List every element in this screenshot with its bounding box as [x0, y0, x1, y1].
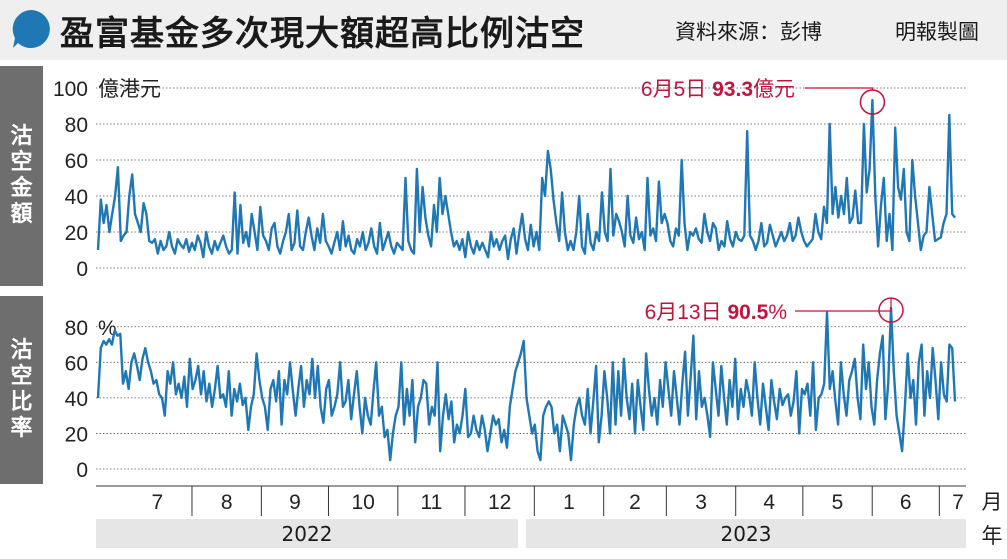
month-label: 12	[488, 491, 511, 514]
panel1-label: 沽空金額	[0, 124, 43, 228]
month-label: 2	[629, 491, 641, 514]
month-label: 3	[695, 491, 707, 514]
month-label: 10	[351, 491, 374, 514]
header-bar: 盈富基金多次現大額超高比例沽空 資料來源：彭博 明報製圖	[0, 0, 1007, 60]
annotation-date: 6月13日	[645, 301, 728, 324]
series-line	[96, 98, 956, 261]
panel2-sidebar: 沽空比率	[0, 296, 43, 484]
chart-title: 盈富基金多次現大額超高比例沽空	[60, 14, 585, 54]
month-label: 7	[151, 491, 163, 514]
y-tick-label: 100	[53, 78, 88, 101]
month-label: 6	[900, 491, 912, 514]
year-unit: 年	[982, 525, 1003, 548]
month-label: 5	[832, 491, 844, 514]
panel-label-char: 率	[10, 416, 33, 441]
annotation-leader	[795, 298, 892, 312]
year-band-2023: 2023	[526, 519, 966, 548]
month-label: 9	[289, 491, 301, 514]
month-label: 4	[763, 491, 775, 514]
month-label: 11	[420, 491, 442, 514]
annotation-label: 6月13日 90.5%	[645, 301, 787, 324]
month-label: 1	[563, 491, 575, 514]
y-tick-label: 20	[65, 423, 88, 446]
annotation-unit: 億元	[753, 78, 795, 101]
panel-label-char: 金	[10, 176, 33, 201]
annotation-value: 93.3	[712, 78, 753, 101]
y-tick-label: 80	[65, 317, 88, 340]
y-tick-label: 80	[65, 114, 88, 137]
annotation-leader	[805, 87, 874, 91]
annotation-unit: %	[768, 301, 787, 324]
year-label-2023: 2023	[720, 522, 772, 546]
annotation-label: 6月5日 93.3億元	[641, 78, 795, 101]
annotation-date: 6月5日	[641, 78, 712, 101]
month-unit: 月	[982, 491, 1003, 514]
panel2-label: 沽空比率	[0, 338, 43, 442]
y-tick-label: 0	[76, 258, 88, 281]
y-tick-label: 60	[65, 352, 88, 375]
panel1-sidebar: 沽空金額	[0, 66, 43, 286]
month-label: 8	[221, 491, 233, 514]
unit-label: 億港元	[98, 78, 161, 101]
y-tick-label: 40	[65, 388, 88, 411]
speech-bubble-icon	[12, 10, 50, 48]
year-band-2022: 2022	[96, 519, 518, 548]
unit-label: %	[98, 317, 117, 340]
y-tick-label: 0	[76, 459, 88, 482]
panel-label-char: 空	[10, 150, 33, 175]
panel-label-char: 比	[10, 390, 33, 415]
panel-label-char: 沽	[10, 338, 33, 363]
data-source: 資料來源：彭博	[675, 20, 822, 44]
panel-label-char: 額	[10, 202, 33, 227]
year-bar: 2022 2023	[96, 519, 966, 548]
series-line	[96, 306, 957, 462]
annotation-value: 90.5	[727, 301, 768, 324]
month-label: 7	[952, 491, 964, 514]
y-tick-label: 20	[65, 222, 88, 245]
y-tick-label: 40	[65, 186, 88, 209]
panel-label-char: 空	[10, 364, 33, 389]
graphic-credit: 明報製圖	[895, 20, 979, 44]
y-tick-label: 60	[65, 150, 88, 173]
panel-label-char: 沽	[10, 124, 33, 149]
year-label-2022: 2022	[281, 522, 333, 546]
